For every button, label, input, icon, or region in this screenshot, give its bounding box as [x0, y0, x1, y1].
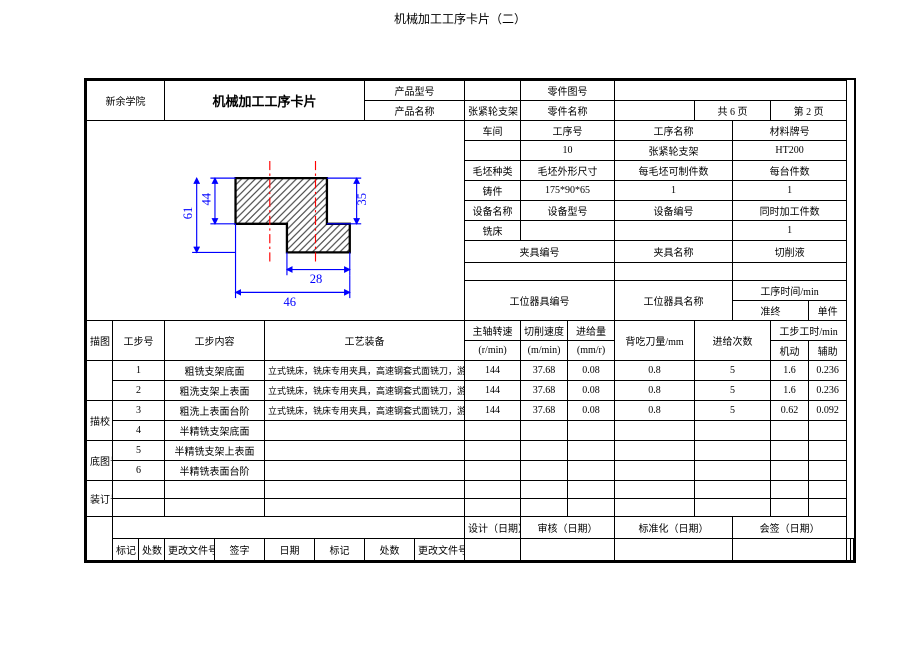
coolant — [733, 263, 847, 281]
equip-name-label: 设备名称 — [465, 201, 521, 221]
blank-type: 铸件 — [465, 181, 521, 201]
material: HT200 — [733, 141, 847, 161]
sheet-title: 机械加工工序卡片 — [165, 81, 365, 121]
equip-model-label: 设备型号 — [521, 201, 615, 221]
col-equipment: 工艺装备 — [265, 321, 465, 361]
svg-text:35: 35 — [355, 193, 369, 206]
col-aux: 辅助 — [809, 341, 847, 361]
simul: 1 — [733, 221, 847, 241]
part-name — [615, 101, 695, 121]
part-name-label: 零件名称 — [521, 101, 615, 121]
blank-size-label: 毛坯外形尺寸 — [521, 161, 615, 181]
equip-no-label: 设备编号 — [615, 201, 733, 221]
side-blank — [87, 361, 113, 401]
table-row — [87, 499, 854, 517]
zhongzhong-label: 准终 — [733, 301, 809, 321]
simul-label: 同时加工件数 — [733, 201, 847, 221]
blank-size: 175*90*65 — [521, 181, 615, 201]
school-cell: 新余学院 — [87, 81, 165, 121]
svg-text:44: 44 — [199, 192, 213, 205]
side-miaoxiao: 描校 — [87, 401, 113, 441]
page-no: 第 2 页 — [771, 101, 847, 121]
col-step-time: 工步工时/min — [771, 321, 847, 341]
process-no: 10 — [521, 141, 615, 161]
side-sketch: 描图 — [87, 321, 113, 361]
col-spindle-unit: (r/min) — [465, 341, 521, 361]
table-row: 2 粗洗支架上表面 立式铣床，铣床专用夹具，高速钢套式面铣刀，游标卡尺 144 … — [87, 381, 854, 401]
table-row: 4 半精铣支架底面 — [87, 421, 854, 441]
process-name-label: 工序名称 — [615, 121, 733, 141]
biaoji: 标记 — [113, 539, 139, 561]
svg-text:28: 28 — [310, 272, 323, 286]
per-unit: 1 — [733, 181, 847, 201]
product-name: 张紧轮支架 — [465, 101, 521, 121]
riqi: 日期 — [265, 539, 315, 561]
equip-model — [521, 221, 615, 241]
standard-label: 标准化（日期） — [615, 517, 733, 539]
table-row: 描校 3 粗洗上表面台阶 立式铣床，铣床专用夹具，高速钢套式面铣刀，游标卡尺 1… — [87, 401, 854, 421]
biaoji2: 标记 — [315, 539, 365, 561]
main-table: 新余学院 机械加工工序卡片 产品型号 零件图号 产品名称 张紧轮支架 零件名称 … — [86, 80, 854, 561]
countersign-label: 会签（日期） — [733, 517, 847, 539]
total-pages: 共 6 页 — [695, 101, 771, 121]
danjian-label: 单件 — [809, 301, 847, 321]
part-drawing: 35 44 61 28 46 — [87, 121, 464, 321]
col-machine: 机动 — [771, 341, 809, 361]
chushu: 处数 — [139, 539, 165, 561]
equip-name: 铣床 — [465, 221, 521, 241]
side-zhuangding: 装订号 — [87, 481, 113, 517]
workshop-label: 车间 — [465, 121, 521, 141]
side-ditu: 底图号 — [87, 441, 113, 481]
qianzi: 签字 — [215, 539, 265, 561]
col-step-no: 工步号 — [113, 321, 165, 361]
col-cut-speed-unit: (m/min) — [521, 341, 568, 361]
table-row: 装订号 — [87, 481, 854, 499]
review-label: 审核（日期） — [521, 517, 615, 539]
fixture-name — [615, 263, 733, 281]
fixture-no — [465, 263, 615, 281]
table-row: 1 粗铣支架底面 立式铣床，铣床专用夹具，高速钢套式面铣刀，游标卡尺 144 3… — [87, 361, 854, 381]
product-name-label: 产品名称 — [365, 101, 465, 121]
part-drawing-no — [615, 81, 847, 101]
riqi2: 日期 — [850, 539, 853, 561]
col-step-content: 工步内容 — [165, 321, 265, 361]
svg-text:61: 61 — [181, 207, 195, 220]
col-feed-unit: (mm/r) — [568, 341, 615, 361]
equip-no — [615, 221, 733, 241]
blank-type-label: 毛坯种类 — [465, 161, 521, 181]
process-name: 张紧轮支架 — [615, 141, 733, 161]
step-time-label: 工序时间/min — [733, 281, 847, 301]
table-row: 底图号 5 半精铣支架上表面 — [87, 441, 854, 461]
workshop — [465, 141, 521, 161]
material-label: 材料牌号 — [733, 121, 847, 141]
genggai: 更改文件号 — [165, 539, 215, 561]
chushu2: 处数 — [365, 539, 415, 561]
col-cut-speed: 切削速度 — [521, 321, 568, 341]
fixture-name-label: 夹具名称 — [615, 241, 733, 263]
per-blank: 1 — [615, 181, 733, 201]
per-blank-label: 每毛坯可制件数 — [615, 161, 733, 181]
col-spindle: 主轴转速 — [465, 321, 521, 341]
station-no-label: 工位器具编号 — [465, 281, 615, 321]
fixture-no-label: 夹具编号 — [465, 241, 615, 263]
design-label: 设计（日期） — [465, 517, 521, 539]
genggai2: 更改文件号 — [415, 539, 465, 561]
table-row: 6 半精铣表面台阶 — [87, 461, 854, 481]
drawing-area: 35 44 61 28 46 — [87, 121, 465, 321]
product-model — [465, 81, 521, 101]
svg-text:46: 46 — [284, 295, 297, 309]
per-unit-label: 每台件数 — [733, 161, 847, 181]
product-model-label: 产品型号 — [365, 81, 465, 101]
process-sheet: 新余学院 机械加工工序卡片 产品型号 零件图号 产品名称 张紧轮支架 零件名称 … — [84, 78, 856, 563]
col-feed: 进给量 — [568, 321, 615, 341]
page-title: 机械加工工序卡片（二） — [0, 0, 920, 35]
part-drawing-no-label: 零件图号 — [521, 81, 615, 101]
station-name-label: 工位器具名称 — [615, 281, 733, 321]
process-no-label: 工序号 — [521, 121, 615, 141]
coolant-label: 切削液 — [733, 241, 847, 263]
col-passes: 进给次数 — [695, 321, 771, 361]
col-depth: 背吃刀量/mm — [615, 321, 695, 361]
